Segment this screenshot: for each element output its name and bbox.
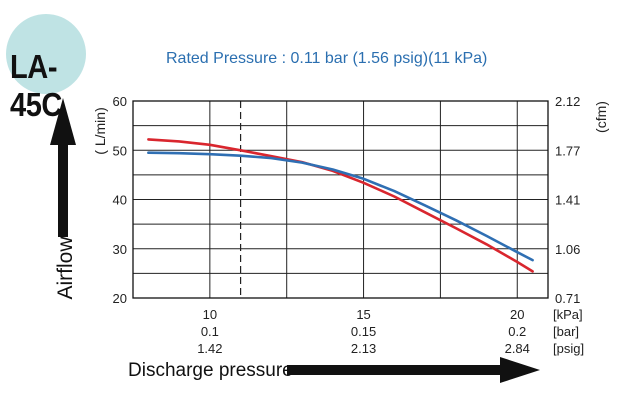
x-tick-label: 2.84 <box>505 341 530 356</box>
x-axis-arrow-shaft <box>287 365 505 375</box>
y2-tick-label: 1.77 <box>555 143 580 158</box>
y-axis-label: Airflow <box>54 236 77 300</box>
y2-tick-label: 1.41 <box>555 193 580 208</box>
y2-tick-label: 2.12 <box>555 94 580 109</box>
y2-tick-label: 0.71 <box>555 291 580 306</box>
model-name: LA-45C <box>10 48 62 123</box>
red-series-line <box>147 138 534 273</box>
y-axis-arrow-shaft <box>58 144 68 237</box>
model-badge-circle <box>6 14 86 94</box>
x-tick-label: 1.42 <box>197 341 222 356</box>
x-unit-label: [bar] <box>553 324 579 339</box>
x-tick-label: 20 <box>510 307 524 322</box>
x-tick-label: 2.13 <box>351 341 376 356</box>
y-axis-arrow-head <box>50 98 76 145</box>
x-axis-arrow-head <box>500 357 540 383</box>
x-tick-label: 15 <box>356 307 370 322</box>
y-axis-unit-label: ( L/min) <box>92 107 108 154</box>
y-tick-label: 40 <box>113 193 127 208</box>
x-unit-label: [psig] <box>553 341 584 356</box>
x-tick-label: 10 <box>203 307 217 322</box>
plot-frame <box>132 100 549 299</box>
x-tick-label: 0.1 <box>201 324 219 339</box>
chart-subtitle: Rated Pressure : 0.11 bar (1.56 psig)(11… <box>166 50 488 67</box>
y-tick-label: 60 <box>113 94 127 109</box>
x-tick-label: 0.15 <box>351 324 376 339</box>
x-axis-label: Discharge pressure <box>128 360 293 381</box>
x-tick-label: 0.2 <box>508 324 526 339</box>
blue-series-line <box>147 151 534 262</box>
y2-tick-label: 1.06 <box>555 242 580 257</box>
y-tick-label: 30 <box>113 242 127 257</box>
y-tick-label: 20 <box>113 291 127 306</box>
y-tick-label: 50 <box>113 143 127 158</box>
model-badge: LA-45C <box>6 14 118 123</box>
x-unit-label: [kPa] <box>553 307 583 322</box>
y2-axis-label: (cfm) <box>593 101 609 133</box>
